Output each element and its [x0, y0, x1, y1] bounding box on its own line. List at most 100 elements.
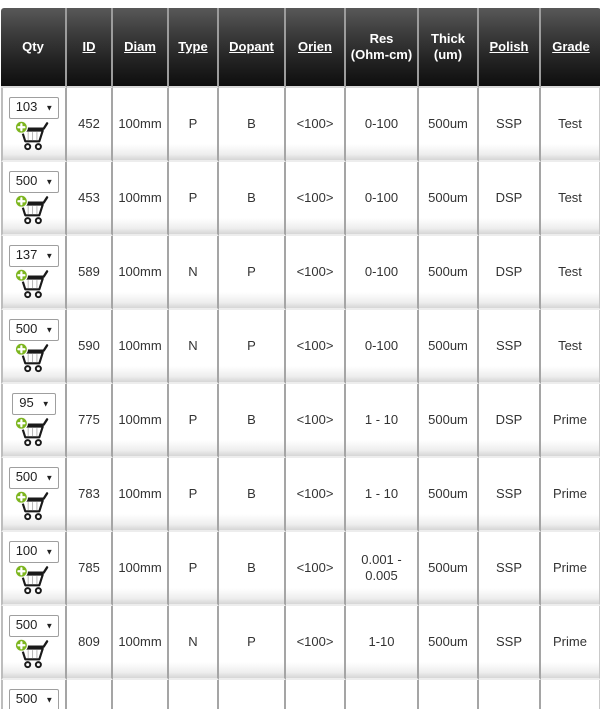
type-cell: P	[169, 88, 219, 162]
qty-cell: 103 ▼	[1, 88, 67, 162]
grade-cell: Prime	[541, 458, 600, 532]
type-cell: N	[169, 606, 219, 680]
id-cell: 785	[67, 532, 113, 606]
polish-cell: SSP	[479, 532, 541, 606]
grade-cell: Prime	[541, 532, 600, 606]
qty-cell: 137 ▼	[1, 236, 67, 310]
qty-selected-value: 137	[15, 247, 38, 263]
chevron-down-icon: ▼	[45, 251, 54, 260]
add-to-cart-button[interactable]	[13, 266, 55, 299]
chevron-down-icon: ▼	[45, 621, 54, 630]
column-header-label[interactable]: ID	[82, 38, 96, 54]
polish-cell: DSP	[479, 162, 541, 236]
thick-cell: 500um	[419, 532, 479, 606]
type-cell: P	[169, 458, 219, 532]
header-row: Qty ID Diam Type Dopant Orien Res (Ohm-c…	[1, 8, 600, 88]
add-to-cart-icon	[14, 490, 49, 521]
res-cell: 0-100	[346, 88, 419, 162]
qty-cell: 500 ▼	[1, 680, 67, 709]
qty-dropdown[interactable]: 500 ▼	[8, 689, 60, 709]
diam-cell: 100mm	[113, 532, 169, 606]
qty-dropdown[interactable]: 95 ▼	[12, 393, 56, 415]
qty-selected-value: 500	[15, 617, 38, 633]
column-header-label[interactable]: Diam	[124, 38, 156, 54]
column-header-label[interactable]: Grade	[552, 38, 590, 54]
type-cell: N	[169, 236, 219, 310]
column-header-label: Qty	[22, 38, 44, 54]
column-header-label[interactable]: Orien	[298, 38, 332, 54]
grade-cell: Test	[541, 236, 600, 310]
column-header-diam: Diam	[113, 8, 169, 88]
dopant-cell: B	[219, 532, 286, 606]
dopant-cell: B	[219, 458, 286, 532]
diam-cell: 100mm	[113, 236, 169, 310]
res-cell: 1-10	[346, 680, 419, 709]
add-to-cart-button[interactable]	[13, 562, 55, 595]
thick-cell: 500um	[419, 88, 479, 162]
column-header-qty: Qty	[1, 8, 67, 88]
chevron-down-icon: ▼	[45, 103, 54, 112]
polish-cell: DSP	[479, 680, 541, 709]
type-cell: N	[169, 680, 219, 709]
table-row: 500 ▼ 1095 100mm N P	[1, 680, 600, 709]
table-row: 500 ▼ 809 100mm N P	[1, 606, 600, 680]
add-to-cart-icon	[14, 120, 49, 151]
add-to-cart-button[interactable]	[13, 192, 55, 225]
qty-cell: 500 ▼	[1, 310, 67, 384]
add-to-cart-button[interactable]	[13, 414, 55, 447]
add-to-cart-button[interactable]	[13, 118, 55, 151]
chevron-down-icon: ▼	[45, 473, 54, 482]
thick-cell: 525um	[419, 680, 479, 709]
qty-dropdown[interactable]: 500 ▼	[8, 615, 60, 637]
column-header-label[interactable]: Polish	[489, 38, 529, 54]
qty-dropdown[interactable]: 500 ▼	[8, 319, 60, 341]
table-row: 103 ▼ 452 100mm P B	[1, 88, 600, 162]
id-cell: 809	[67, 606, 113, 680]
qty-dropdown[interactable]: 137 ▼	[8, 245, 60, 267]
table-row: 137 ▼ 589 100mm N P	[1, 236, 600, 310]
type-cell: P	[169, 384, 219, 458]
add-to-cart-button[interactable]	[13, 488, 55, 521]
id-cell: 453	[67, 162, 113, 236]
qty-dropdown[interactable]: 100 ▼	[8, 541, 60, 563]
orien-cell: <100>	[286, 162, 346, 236]
add-to-cart-button[interactable]	[13, 636, 55, 669]
thick-cell: 500um	[419, 606, 479, 680]
polish-cell: SSP	[479, 458, 541, 532]
table-row: 500 ▼ 590 100mm N P	[1, 310, 600, 384]
wafer-inventory-table: Qty ID Diam Type Dopant Orien Res (Ohm-c…	[1, 8, 600, 709]
res-cell: 1-10	[346, 606, 419, 680]
qty-dropdown[interactable]: 500 ▼	[8, 467, 60, 489]
dopant-cell: P	[219, 680, 286, 709]
add-to-cart-button[interactable]	[13, 340, 55, 373]
column-header-label[interactable]: Dopant	[229, 38, 274, 54]
grade-cell: Test	[541, 162, 600, 236]
qty-cell: 95 ▼	[1, 384, 67, 458]
qty-dropdown[interactable]: 103 ▼	[8, 97, 60, 119]
chevron-down-icon: ▼	[41, 399, 50, 408]
column-header-label[interactable]: Type	[178, 38, 208, 54]
polish-cell: SSP	[479, 310, 541, 384]
polish-cell: DSP	[479, 384, 541, 458]
polish-cell: DSP	[479, 236, 541, 310]
res-cell: 0-100	[346, 236, 419, 310]
id-cell: 1095	[67, 680, 113, 709]
diam-cell: 100mm	[113, 384, 169, 458]
qty-selected-value: 500	[15, 691, 38, 707]
thick-cell: 500um	[419, 310, 479, 384]
column-header-orien: Orien	[286, 8, 346, 88]
add-to-cart-icon	[14, 268, 49, 299]
thick-cell: 500um	[419, 458, 479, 532]
thick-cell: 500um	[419, 384, 479, 458]
polish-cell: SSP	[479, 88, 541, 162]
diam-cell: 100mm	[113, 458, 169, 532]
column-header-polish: Polish	[479, 8, 541, 88]
add-to-cart-icon	[14, 342, 49, 373]
qty-dropdown[interactable]: 500 ▼	[8, 171, 60, 193]
table-row: 500 ▼ 783 100mm P B	[1, 458, 600, 532]
chevron-down-icon: ▼	[45, 695, 54, 704]
orien-cell: <100>	[286, 236, 346, 310]
diam-cell: 100mm	[113, 680, 169, 709]
thick-cell: 500um	[419, 162, 479, 236]
